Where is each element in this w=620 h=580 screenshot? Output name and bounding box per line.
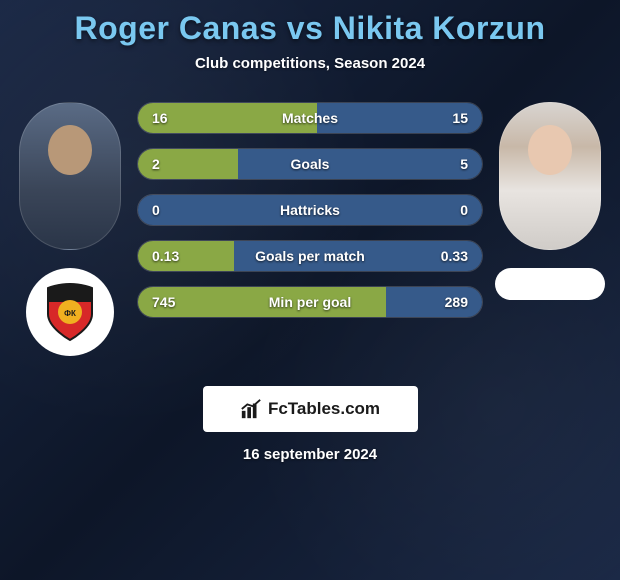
stat-row: 745 Min per goal 289 xyxy=(137,286,483,318)
stat-value-left: 16 xyxy=(152,110,168,126)
date-label: 16 september 2024 xyxy=(0,446,620,463)
stat-label: Matches xyxy=(282,110,338,126)
page-title: Roger Canas vs Nikita Korzun xyxy=(0,10,620,47)
svg-text:ФК: ФК xyxy=(64,309,76,318)
stats-column: 16 Matches 15 2 Goals 5 0 Hattricks 0 0.13 Goals p… xyxy=(125,102,495,318)
club-left-logo: ФК xyxy=(26,268,114,356)
player-right-column xyxy=(495,102,605,300)
stat-value-left: 0.13 xyxy=(152,248,179,264)
stat-value-right: 289 xyxy=(445,294,468,310)
stat-value-right: 0.33 xyxy=(441,248,468,264)
stat-row: 0 Hattricks 0 xyxy=(137,194,483,226)
subtitle: Club competitions, Season 2024 xyxy=(0,55,620,72)
stat-value-left: 2 xyxy=(152,156,160,172)
stat-label: Goals xyxy=(291,156,330,172)
stat-row: 0.13 Goals per match 0.33 xyxy=(137,240,483,272)
stat-row: 16 Matches 15 xyxy=(137,102,483,134)
comparison-content: ФК 16 Matches 15 2 Goals 5 0 Hattricks 0 0.13 Goal… xyxy=(0,102,620,356)
shield-icon: ФК xyxy=(38,280,102,344)
player-left-column: ФК xyxy=(15,102,125,356)
stat-value-right: 15 xyxy=(452,110,468,126)
stat-value-right: 5 xyxy=(460,156,468,172)
chart-icon xyxy=(240,398,262,420)
stat-label: Min per goal xyxy=(269,294,351,310)
stat-label: Hattricks xyxy=(280,202,340,218)
player-left-photo xyxy=(19,102,121,250)
player-right-photo xyxy=(499,102,601,250)
stat-row: 2 Goals 5 xyxy=(137,148,483,180)
stat-value-left: 0 xyxy=(152,202,160,218)
stat-label: Goals per match xyxy=(255,248,365,264)
stat-value-right: 0 xyxy=(460,202,468,218)
brand-badge: FcTables.com xyxy=(203,386,418,432)
stat-bar-right xyxy=(238,149,482,179)
club-right-logo xyxy=(495,268,605,300)
stat-value-left: 745 xyxy=(152,294,175,310)
brand-text: FcTables.com xyxy=(268,399,380,419)
